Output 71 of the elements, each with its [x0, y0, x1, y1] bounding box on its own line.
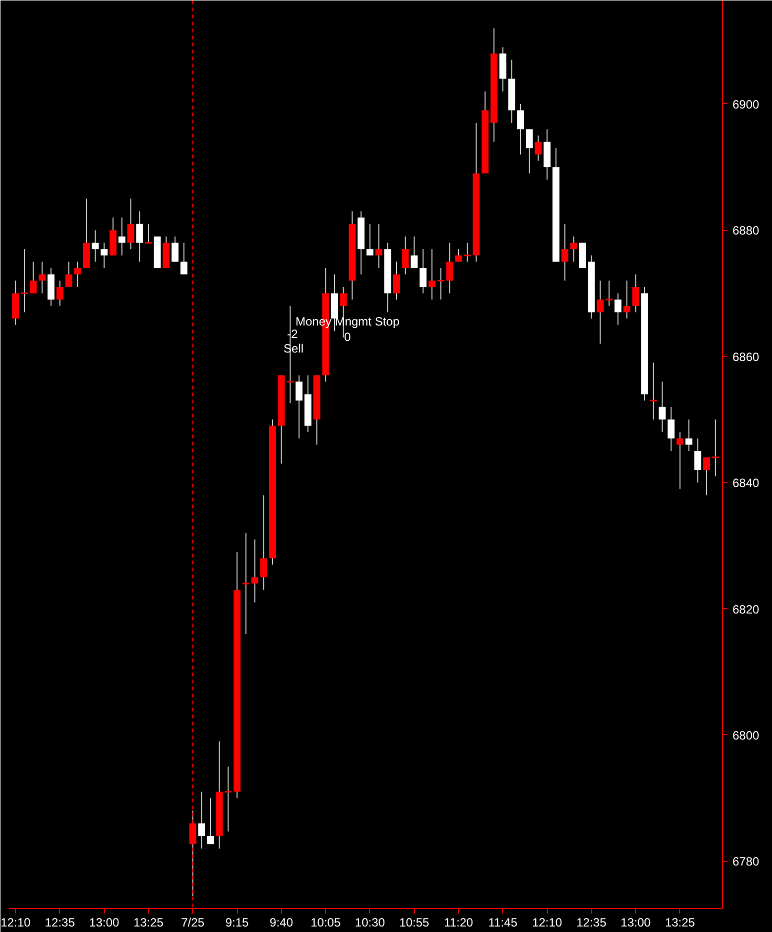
candlestick — [100, 242, 108, 269]
x-tick-label: 10:55 — [399, 916, 430, 930]
candlestick — [393, 261, 400, 300]
candlestick — [649, 362, 658, 420]
candlestick — [296, 374, 303, 439]
candlestick — [596, 280, 604, 344]
candlestick — [623, 280, 630, 320]
candlestick — [561, 223, 568, 282]
x-tick-label: 12:10 — [532, 916, 562, 930]
x-tick-label: 13:00 — [620, 916, 652, 930]
candlestick — [180, 242, 188, 275]
x-tick-label: 12:35 — [576, 916, 607, 930]
x-tick-label: 9:15 — [225, 916, 250, 930]
candlestick — [56, 280, 64, 306]
candlestick — [534, 135, 542, 162]
candlestick — [668, 406, 675, 452]
candlestick — [20, 248, 29, 313]
x-tick-label: 10:05 — [310, 916, 341, 930]
y-tick-label: 6800 — [732, 728, 760, 742]
candlestick — [198, 791, 206, 850]
candlestick — [65, 261, 72, 288]
y-tick-label: 6780 — [732, 854, 760, 869]
x-tick-label: 12:35 — [44, 916, 76, 930]
candlestick — [38, 261, 46, 294]
y-tick-label: 6840 — [732, 476, 760, 490]
candlestick — [517, 103, 524, 155]
x-tick-label: 11:20 — [444, 916, 474, 930]
x-tick-label: 13:25 — [664, 916, 696, 930]
candlestick — [463, 242, 472, 262]
x-tick-label: 11:45 — [488, 916, 518, 930]
annotation: 0 — [344, 330, 352, 344]
candlestick — [428, 248, 436, 300]
x-tick-label: 13:00 — [89, 916, 120, 930]
candlestick — [703, 456, 710, 496]
candlestick — [455, 248, 462, 262]
candlestick — [402, 236, 409, 275]
candlestick — [74, 261, 82, 288]
y-tick-label: 6880 — [732, 224, 760, 238]
candlestick — [676, 432, 684, 490]
candlestick — [251, 538, 258, 603]
candlestick — [614, 292, 622, 326]
candlestick — [694, 438, 702, 484]
candlestick — [658, 381, 666, 433]
candlestick — [92, 230, 99, 262]
x-tick-label: 10:30 — [354, 916, 386, 930]
y-tick-label: 6820 — [732, 602, 760, 616]
candlestick — [526, 128, 533, 174]
candlestick — [632, 274, 640, 313]
candlestick — [127, 198, 134, 250]
y-tick-label: 6860 — [732, 350, 760, 364]
candlestick — [375, 223, 382, 269]
candlestick — [410, 236, 418, 269]
candlestick — [118, 217, 126, 256]
x-tick-label: 12:10 — [0, 916, 31, 930]
candlestick — [685, 418, 692, 452]
candlestick — [604, 280, 614, 306]
candlestick — [420, 248, 427, 294]
candlestick — [207, 798, 214, 845]
candlestick — [570, 236, 578, 262]
x-tick-label: 9:40 — [270, 916, 294, 930]
candlestick — [260, 494, 268, 590]
candlestick — [136, 210, 144, 262]
candlestick — [144, 223, 153, 244]
x-tick-label: 7/25 — [181, 916, 205, 930]
x-tick-label: 13:25 — [133, 916, 164, 930]
candlestick — [366, 223, 374, 256]
candlestick — [172, 236, 178, 262]
y-tick-label: 6900 — [732, 97, 760, 112]
candlestick — [711, 418, 720, 477]
candlestick — [242, 532, 250, 635]
candlestick — [30, 261, 37, 294]
